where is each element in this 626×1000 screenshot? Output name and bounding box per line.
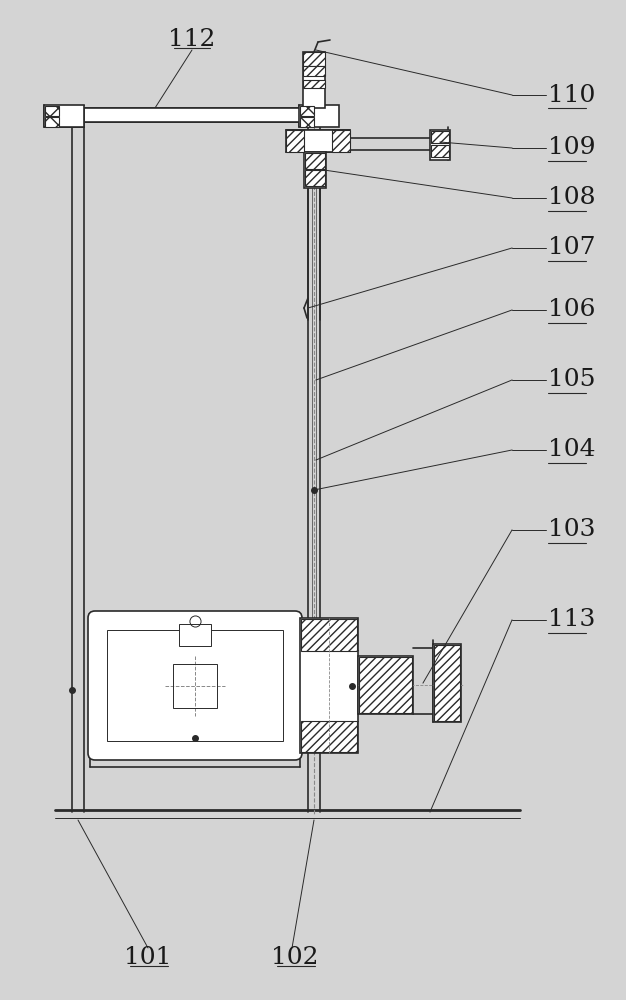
Bar	[303, 80, 325, 88]
Text: 112: 112	[168, 28, 216, 51]
Text: 113: 113	[548, 608, 595, 632]
Bar	[434, 645, 460, 721]
Bar	[179, 624, 211, 646]
Text: 108: 108	[548, 186, 595, 210]
Bar	[358, 656, 413, 714]
Bar	[303, 52, 325, 66]
Text: 107: 107	[548, 236, 595, 259]
Bar	[304, 152, 326, 188]
Bar	[107, 630, 283, 741]
FancyBboxPatch shape	[88, 611, 302, 760]
Bar	[173, 664, 217, 708]
Bar	[45, 117, 59, 127]
Text: 101: 101	[125, 946, 172, 970]
Bar	[45, 106, 59, 116]
Bar	[300, 106, 314, 116]
Bar	[286, 130, 350, 152]
Bar	[303, 52, 325, 108]
Text: 103: 103	[548, 518, 595, 542]
Bar	[305, 170, 325, 186]
Text: 106: 106	[548, 298, 595, 322]
Bar	[299, 105, 339, 127]
Bar	[332, 130, 350, 152]
Bar	[431, 145, 449, 157]
Text: 105: 105	[548, 368, 595, 391]
Text: 102: 102	[271, 946, 319, 970]
Text: 104: 104	[548, 438, 595, 462]
Text: 110: 110	[548, 84, 595, 106]
Text: 109: 109	[548, 136, 595, 159]
Bar	[300, 117, 314, 127]
Bar	[359, 657, 412, 713]
Bar	[433, 644, 461, 722]
Bar	[84, 108, 308, 122]
Bar	[300, 618, 358, 753]
Bar	[301, 721, 357, 752]
Bar	[430, 130, 450, 160]
Bar	[286, 130, 304, 152]
Bar	[431, 131, 449, 143]
Bar	[44, 105, 84, 127]
Bar	[305, 153, 325, 169]
Bar	[301, 619, 357, 651]
Bar	[303, 66, 325, 76]
